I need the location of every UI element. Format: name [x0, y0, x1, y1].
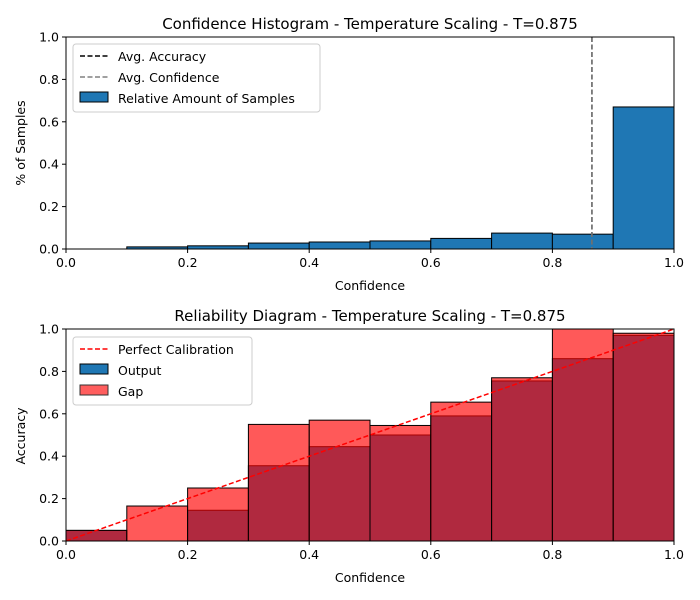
histogram-bar [430, 237, 493, 250]
histogram-bar [612, 106, 675, 250]
x-tick-label: 1.0 [664, 547, 684, 562]
histogram-bars [126, 106, 675, 250]
gap-bar [65, 529, 128, 542]
legend-box [72, 336, 253, 406]
legend: Avg. Accuracy Avg. Confidence Relative A… [72, 43, 321, 113]
y-tick-label: 1.0 [39, 322, 59, 337]
legend: Perfect Calibration Output Gap [72, 336, 253, 406]
confidence-histogram-chart: Confidence Histogram - Temperature Scali… [13, 15, 684, 293]
output-legend-swatch [79, 363, 109, 375]
x-tick-label: 0.4 [299, 547, 319, 562]
y-axis-ticks: 0.0 0.2 0.4 0.6 0.8 1.0 [39, 322, 66, 549]
legend-box [72, 43, 321, 113]
gap-bar [430, 401, 493, 542]
x-tick-label: 0.8 [542, 255, 562, 270]
x-axis-ticks: 0.0 0.2 0.4 0.6 0.8 1.0 [56, 249, 684, 270]
x-tick-label: 0.2 [178, 547, 198, 562]
legend-label-samples: Relative Amount of Samples [118, 91, 295, 106]
y-tick-label: 0.6 [39, 114, 59, 129]
x-tick-label: 0.6 [421, 255, 441, 270]
y-tick-label: 0.0 [39, 534, 59, 549]
histogram-bar [491, 232, 553, 250]
y-axis-ticks: 0.0 0.2 0.4 0.6 0.8 1.0 [39, 30, 66, 257]
plot-frame [65, 36, 675, 250]
reliability-diagram-chart: Reliability Diagram - Temperature Scalin… [13, 307, 684, 585]
chart-title: Reliability Diagram - Temperature Scalin… [174, 307, 565, 325]
y-tick-label: 1.0 [39, 30, 59, 45]
x-axis-label: Confidence [335, 570, 406, 585]
y-axis-label: Accuracy [13, 407, 28, 465]
samples-legend-swatch [79, 91, 109, 103]
histogram-bar [308, 241, 371, 250]
calibration-line [65, 328, 675, 542]
x-tick-label: 0.0 [56, 547, 76, 562]
gap-bar [612, 332, 675, 542]
chart-title: Confidence Histogram - Temperature Scali… [162, 15, 578, 33]
y-tick-label: 0.2 [39, 199, 59, 214]
gap-bar [491, 377, 553, 542]
x-tick-label: 0.2 [178, 255, 198, 270]
gap-bar [187, 487, 249, 542]
x-tick-label: 0.4 [299, 255, 319, 270]
y-axis-label: % of Samples [13, 100, 28, 185]
gap-bar [126, 505, 189, 542]
y-tick-label: 0.4 [39, 449, 59, 464]
gap-bar [247, 423, 310, 542]
y-tick-label: 0.8 [39, 364, 59, 379]
histogram-bar [369, 240, 432, 250]
gap-bar [308, 419, 371, 542]
gap-bar [369, 424, 432, 542]
y-tick-label: 0.0 [39, 242, 59, 257]
x-axis-ticks: 0.0 0.2 0.4 0.6 0.8 1.0 [56, 541, 684, 562]
y-tick-label: 0.2 [39, 491, 59, 506]
gap-legend-swatch [79, 384, 109, 396]
reliability-bars [65, 328, 675, 542]
legend-label-avg-confidence: Avg. Confidence [118, 70, 220, 85]
histogram-bar [247, 242, 310, 250]
perfect-calibration-line [65, 328, 675, 542]
legend-label-output: Output [118, 363, 162, 378]
y-tick-label: 0.4 [39, 157, 59, 172]
y-tick-label: 0.6 [39, 406, 59, 421]
y-tick-label: 0.8 [39, 72, 59, 87]
legend-label-avg-accuracy: Avg. Accuracy [118, 49, 207, 64]
x-tick-label: 1.0 [664, 255, 684, 270]
x-tick-label: 0.8 [542, 547, 562, 562]
plot-frame [65, 328, 675, 542]
x-tick-label: 0.6 [421, 547, 441, 562]
legend-label-perfect-calibration: Perfect Calibration [118, 342, 234, 357]
histogram-bar [551, 233, 614, 250]
x-tick-label: 0.0 [56, 255, 76, 270]
x-axis-label: Confidence [335, 278, 406, 293]
legend-label-gap: Gap [118, 384, 143, 399]
